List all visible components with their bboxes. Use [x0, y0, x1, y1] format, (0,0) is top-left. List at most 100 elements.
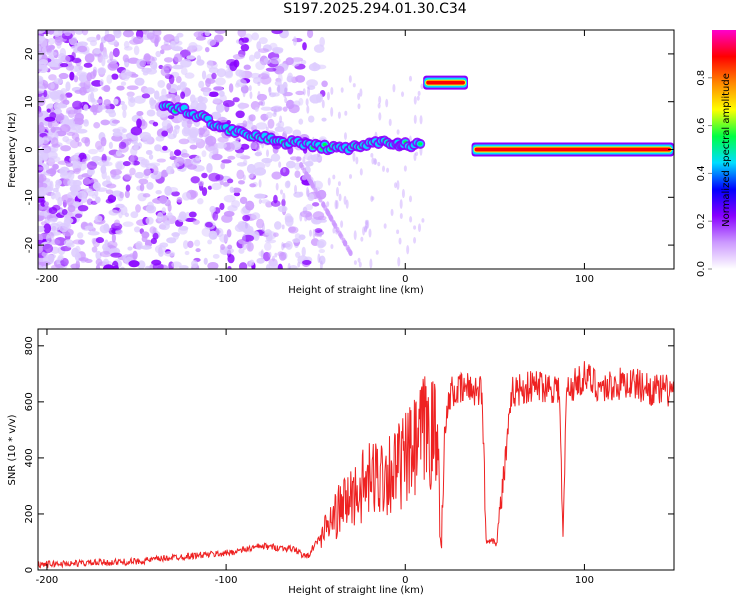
- spectrogram-cell: [139, 183, 145, 192]
- spectrogram-cell: [84, 225, 95, 230]
- spectrogram-cell: [299, 212, 303, 222]
- segment-core: [426, 80, 465, 85]
- spectrogram-cell: [316, 240, 325, 249]
- spectrogram-cell: [71, 51, 76, 60]
- spectrogram-cell: [338, 232, 343, 239]
- spectrogram-cell: [99, 250, 112, 258]
- colorbar-label: Normalized spectral amplitude: [721, 73, 732, 227]
- spectrogram-cell: [100, 119, 110, 126]
- spectrogram-cell: [238, 69, 246, 79]
- spectrogram-cell: [102, 264, 115, 269]
- spectrogram-cell: [249, 259, 255, 266]
- spectrogram-cell: [83, 79, 91, 90]
- spectrogram-cell: [83, 104, 89, 112]
- spectrogram-cell: [58, 53, 66, 62]
- spectrogram-cell: [65, 92, 73, 98]
- spectrogram-cell: [287, 262, 291, 269]
- spectrogram-cell: [115, 203, 125, 209]
- spectrogram-cell: [118, 141, 127, 150]
- spectrogram-cell: [173, 149, 182, 157]
- spectrogram-cell: [47, 30, 55, 35]
- spectrogram-cell: [282, 167, 286, 173]
- spectrogram-cell: [90, 97, 96, 103]
- spectrogram-cell: [201, 150, 207, 158]
- spectrogram-cell: [292, 238, 301, 243]
- spectrogram-cell: [164, 220, 171, 226]
- spectrogram-cell: [277, 73, 283, 84]
- spectrogram-cell: [292, 129, 302, 137]
- spectrogram-cell: [332, 227, 336, 234]
- spectrogram-cell: [337, 181, 341, 186]
- spectrogram-cell: [307, 86, 311, 97]
- spectrogram-cell: [58, 222, 69, 233]
- spectrogram-cell: [284, 97, 288, 104]
- spectrogram-cell: [71, 58, 82, 64]
- spectrogram-cell: [154, 35, 160, 45]
- spectrogram-cell: [78, 257, 89, 262]
- spectrogram-cell: [95, 237, 105, 244]
- spectrogram-cell: [105, 198, 114, 204]
- spectrogram-cell: [67, 204, 76, 213]
- spectrogram-cell: [312, 61, 318, 70]
- spectrogram-cell: [135, 204, 141, 213]
- spectrogram-cell: [181, 192, 192, 201]
- spectrogram-cell: [133, 95, 146, 104]
- spectrogram-cell: [226, 59, 237, 66]
- spectrogram-cell: [140, 245, 152, 250]
- spectrogram-cell: [166, 83, 172, 90]
- spectrogram-cell: [364, 225, 368, 233]
- spectrogram-cell: [231, 187, 242, 193]
- spectrogram-cell: [166, 165, 174, 175]
- spectrogram-cell: [132, 36, 144, 45]
- spectrogram-cell: [330, 107, 334, 117]
- spectrogram-cell: [188, 211, 197, 218]
- spectrogram-cell: [208, 91, 219, 98]
- y-tick-label: 800: [24, 336, 35, 355]
- spectrogram-cell: [417, 90, 421, 97]
- x-tick-label: -100: [215, 575, 238, 586]
- spectrogram-cell: [69, 71, 75, 81]
- spectrogram-cell: [239, 143, 250, 150]
- spectrogram-cell: [122, 54, 129, 63]
- spectrogram-cell: [264, 229, 272, 236]
- spectrogram-cell: [91, 104, 96, 112]
- spectrogram-cell: [46, 135, 52, 142]
- spectrogram-cell: [373, 157, 377, 166]
- spectrogram-cell: [385, 98, 389, 108]
- spectrogram-cell: [130, 146, 138, 156]
- spectrogram-cell: [101, 169, 107, 180]
- spectrogram-cell: [403, 165, 407, 172]
- spectrogram-cell: [265, 264, 271, 269]
- spectrogram-cell: [258, 179, 262, 188]
- spectrogram-cell: [421, 218, 425, 223]
- spectrogram-cell: [167, 203, 172, 212]
- spectrogram-cell: [287, 72, 294, 83]
- spectrogram-cell: [138, 178, 149, 185]
- spectrogram-cell: [146, 32, 155, 40]
- spectrogram-cell: [42, 243, 54, 254]
- spectrogram-cell: [203, 257, 208, 265]
- spectrogram-cell: [253, 51, 261, 60]
- spectrogram-cell: [112, 265, 119, 269]
- spectrogram-cell: [325, 209, 330, 216]
- snr-marks: [38, 361, 674, 569]
- y-tick-label: 20: [24, 48, 35, 61]
- spectrogram-cell: [99, 224, 110, 234]
- spectrogram-cell: [332, 222, 337, 229]
- spectrogram-cell: [248, 85, 252, 92]
- spectrogram-cell: [344, 110, 348, 116]
- spectrogram-cell: [96, 98, 103, 104]
- spectrogram-cell: [50, 191, 56, 200]
- snr-series-line: [38, 361, 674, 569]
- spectrogram-cell: [120, 81, 127, 86]
- spectrogram-cell: [141, 231, 150, 239]
- spectrogram-cell: [207, 261, 219, 269]
- spectrogram-cell: [168, 74, 175, 85]
- spectrogram-cell: [83, 119, 89, 127]
- spectrogram-cell: [277, 251, 285, 257]
- colorbar-ticks: 0.0 0.2 0.4 0.6 0.8: [696, 70, 712, 277]
- spectrogram-cell: [301, 246, 306, 257]
- spectrogram-cell: [75, 259, 80, 269]
- spectrogram-cell: [145, 216, 154, 225]
- spectrogram-cell: [93, 122, 101, 129]
